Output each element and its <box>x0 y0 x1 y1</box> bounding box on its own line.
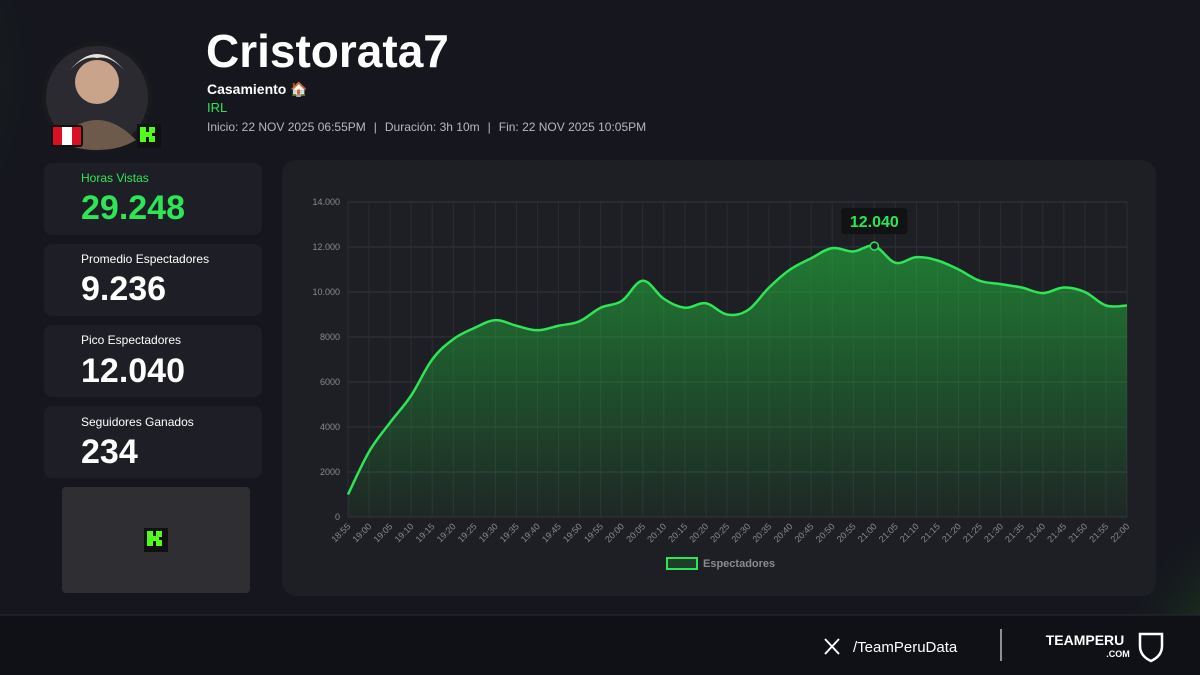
stat-value: 12.040 <box>81 352 185 390</box>
x-logo <box>824 638 840 655</box>
social-handle: /TeamPeruData <box>853 639 958 656</box>
category: IRL <box>207 100 227 115</box>
avatar-hair <box>70 54 124 70</box>
kick-icon <box>137 124 161 148</box>
annotation-box <box>841 208 908 235</box>
avatar-face <box>75 60 119 104</box>
duration: Duración: 3h 10m <box>385 120 480 134</box>
annotation-point <box>869 241 880 251</box>
y-tick-label: 14.000 <box>312 197 340 207</box>
y-tick-label: 2000 <box>320 467 340 477</box>
separator: | <box>488 120 491 134</box>
brand-suffix: .COM <box>1106 649 1130 659</box>
line <box>346 244 1128 496</box>
stat-card <box>44 163 262 235</box>
annotation-label: 12.040 <box>850 214 899 231</box>
y-tick-label: 4000 <box>320 422 340 432</box>
streamer-name: Cristorata7 <box>206 25 449 77</box>
stat-label: Promedio Espectadores <box>81 252 209 266</box>
footer-bar <box>0 615 1200 675</box>
legend-label: Espectadores <box>703 558 775 570</box>
stat-card <box>44 244 262 316</box>
legend-swatch <box>666 557 698 570</box>
stat-value: 9.236 <box>81 270 166 308</box>
stat-label: Horas Vistas <box>81 171 149 185</box>
brand: TEAMPERU <box>1046 632 1125 648</box>
stat-card <box>44 325 262 397</box>
y-tick-label: 6000 <box>320 377 340 387</box>
brand-shield <box>1138 632 1164 663</box>
area <box>348 245 1127 517</box>
kick-logo <box>144 528 168 552</box>
stat-label: Seguidores Ganados <box>81 415 194 429</box>
stat-card <box>44 406 262 478</box>
stream-meta: Inicio: 22 NOV 2025 06:55PM | Duración: 3h… <box>207 120 646 134</box>
start: Inicio: 22 NOV 2025 06:55PM <box>207 120 366 134</box>
stream-title: Casamiento 🏠 <box>207 81 308 98</box>
end: Fin: 22 NOV 2025 10:05PM <box>499 120 646 134</box>
stat-value: 29.248 <box>81 189 185 227</box>
stat-value: 234 <box>81 433 138 471</box>
y-tick-label: 10.000 <box>312 287 340 297</box>
y-tick-label: 8000 <box>320 332 340 342</box>
y-tick-label: 12.000 <box>312 242 340 252</box>
stat-label: Pico Espectadores <box>81 333 181 347</box>
separator: | <box>374 120 377 134</box>
chart: 0200040006000800010.00012.00014.00018:55… <box>312 197 1131 570</box>
y-tick-label: 0 <box>335 512 340 522</box>
flag <box>51 125 83 147</box>
